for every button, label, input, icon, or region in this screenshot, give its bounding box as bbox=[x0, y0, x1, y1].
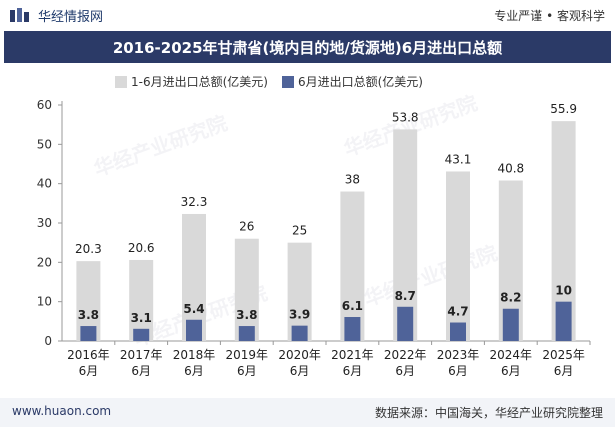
bar-series2 bbox=[502, 308, 519, 341]
x-tick-label: 2018年 bbox=[173, 348, 216, 362]
bar-series2 bbox=[555, 301, 572, 341]
x-tick-label: 6月 bbox=[343, 364, 363, 378]
legend-swatch-series1 bbox=[115, 75, 127, 88]
x-tick-label: 2016年 bbox=[67, 348, 110, 362]
footer-website[interactable]: www.huaon.com bbox=[12, 404, 112, 418]
slogan: 专业严谨 • 客观科学 bbox=[494, 9, 605, 23]
bar-label-series1: 40.8 bbox=[497, 162, 524, 176]
y-tick-label: 50 bbox=[37, 137, 52, 151]
bar-label-series1: 20.3 bbox=[75, 242, 102, 256]
legend-label-series1: 1-6月进出口总额(亿美元) bbox=[131, 75, 268, 89]
x-tick-label: 2025年 bbox=[542, 348, 585, 362]
x-tick-label: 6月 bbox=[79, 364, 99, 378]
y-tick-label: 40 bbox=[37, 177, 52, 191]
x-tick-label: 2019年 bbox=[226, 348, 269, 362]
bar-series2 bbox=[344, 317, 361, 341]
bar-series2 bbox=[238, 326, 255, 341]
x-tick-label: 6月 bbox=[448, 364, 468, 378]
bar-series2 bbox=[291, 325, 308, 341]
footer: www.huaon.com 数据来源：中国海关，华经产业研究院整理 bbox=[0, 398, 615, 427]
bar-label-series1: 55.9 bbox=[550, 102, 577, 116]
x-tick-label: 2021年 bbox=[331, 348, 374, 362]
bar-label-series2: 5.4 bbox=[183, 302, 204, 316]
bar-series2 bbox=[133, 328, 150, 341]
bar-series2 bbox=[186, 319, 202, 341]
bar-label-series2: 10 bbox=[555, 284, 572, 298]
bar-series1 bbox=[393, 129, 418, 341]
y-tick-label: 30 bbox=[37, 216, 52, 230]
bar-label-series2: 3.9 bbox=[289, 308, 310, 322]
x-tick-label: 6月 bbox=[184, 364, 204, 378]
legend: 1-6月进出口总额(亿美元) 6月进出口总额(亿美元) bbox=[115, 73, 437, 90]
footer-source: 数据来源：中国海关，华经产业研究院整理 bbox=[374, 406, 603, 420]
chart-title: 2016-2025年甘肃省(境内目的地/货源地)6月进出口总额 bbox=[112, 38, 503, 57]
bar-series1 bbox=[129, 259, 154, 341]
legend-item-series2: 6月进出口总额(亿美元) bbox=[281, 73, 423, 90]
bar-series2 bbox=[397, 306, 414, 341]
x-tick-label: 6月 bbox=[395, 364, 415, 378]
x-tick-label: 6月 bbox=[554, 364, 574, 378]
x-tick-label: 2020年 bbox=[278, 348, 321, 362]
bar-series2 bbox=[450, 322, 466, 341]
logo-icon bbox=[10, 7, 29, 22]
bar-label-series1: 26 bbox=[239, 220, 254, 234]
y-tick-label: 0 bbox=[44, 334, 52, 348]
legend-item-series1: 1-6月进出口总额(亿美元) bbox=[115, 73, 268, 90]
x-tick-label: 2023年 bbox=[437, 348, 480, 362]
legend-label-series2: 6月进出口总额(亿美元) bbox=[297, 75, 423, 89]
bar-label-series2: 3.8 bbox=[236, 308, 257, 322]
bar-series1 bbox=[340, 191, 365, 341]
bar-label-series1: 32.3 bbox=[181, 195, 208, 209]
y-tick-label: 20 bbox=[37, 255, 52, 269]
logo[interactable]: 华经情报网 bbox=[10, 6, 103, 25]
x-tick-label: 6月 bbox=[290, 364, 310, 378]
bar-label-series2: 3.8 bbox=[78, 308, 99, 322]
top-bar: 华经情报网 专业严谨 • 客观科学 bbox=[0, 0, 615, 28]
x-tick-label: 2022年 bbox=[384, 348, 427, 362]
bar-label-series1: 38 bbox=[345, 173, 360, 187]
bar-label-series1: 20.6 bbox=[128, 241, 155, 255]
bar-label-series2: 4.7 bbox=[447, 305, 468, 319]
bar-label-series2: 8.2 bbox=[500, 291, 521, 305]
bar-label-series2: 3.1 bbox=[131, 311, 152, 325]
bar-series1 bbox=[287, 242, 312, 341]
legend-swatch-series2 bbox=[281, 75, 294, 88]
bar-label-series2: 8.7 bbox=[395, 289, 416, 303]
chart-title-bar: 2016-2025年甘肃省(境内目的地/货源地)6月进出口总额 bbox=[4, 31, 611, 63]
x-tick-label: 6月 bbox=[237, 364, 257, 378]
bar-series1 bbox=[446, 171, 470, 341]
bar-series1 bbox=[234, 238, 259, 341]
bar-label-series2: 6.1 bbox=[342, 299, 363, 313]
bar-label-series1: 43.1 bbox=[445, 152, 472, 166]
x-tick-label: 2024年 bbox=[490, 348, 533, 362]
y-tick-label: 10 bbox=[37, 295, 52, 309]
x-tick-label: 6月 bbox=[131, 364, 151, 378]
bar-label-series1: 25 bbox=[292, 224, 307, 238]
logo-text: 华经情报网 bbox=[38, 10, 104, 25]
chart-svg: 0 10 20 30 40 50 60 20.3 3.8 2016年 6月 20.6 3.1 2017年 6… bbox=[37, 98, 591, 378]
x-tick-label: 2017年 bbox=[120, 348, 163, 362]
y-tick-label: 60 bbox=[37, 98, 52, 112]
bar-series2 bbox=[80, 326, 97, 341]
x-tick-label: 6月 bbox=[501, 364, 521, 378]
bar-label-series1: 53.8 bbox=[392, 110, 419, 124]
